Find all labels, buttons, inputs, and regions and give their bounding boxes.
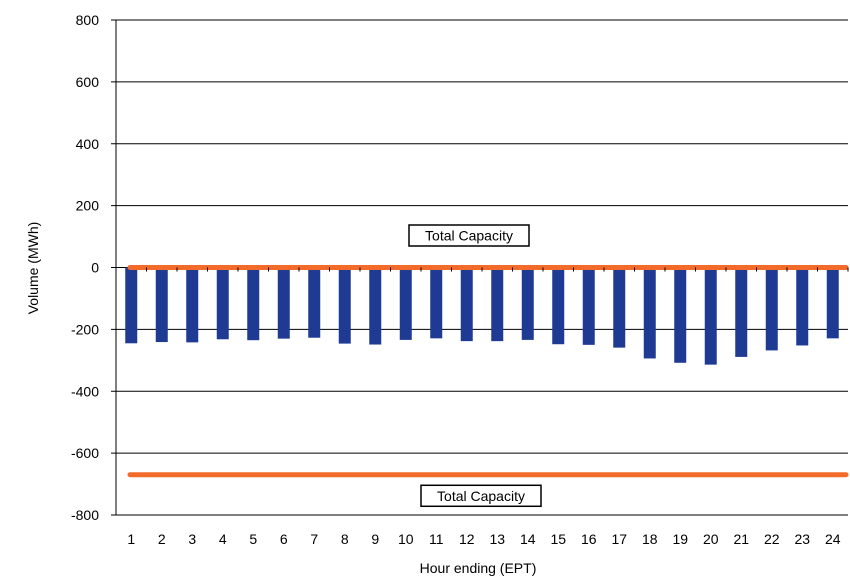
bar <box>125 267 138 344</box>
y-tick-label: -400 <box>71 383 99 399</box>
x-tick-label: 20 <box>703 531 719 547</box>
bar <box>826 267 839 339</box>
x-tick-label: 17 <box>611 531 627 547</box>
x-tick-label: 5 <box>249 531 257 547</box>
x-tick-label: 3 <box>188 531 196 547</box>
x-tick-label: 12 <box>459 531 475 547</box>
bar <box>674 267 687 363</box>
x-tick-label: 10 <box>398 531 414 547</box>
total-capacity-label-box <box>408 224 530 247</box>
x-tick-label: 9 <box>371 531 379 547</box>
total-capacity-label: Total Capacity <box>437 488 525 504</box>
x-tick-label: 1 <box>127 531 135 547</box>
y-tick-label: -600 <box>71 445 99 461</box>
x-tick-label: 22 <box>764 531 780 547</box>
bar <box>399 267 412 340</box>
x-tick-label: 15 <box>550 531 566 547</box>
x-tick-label: 21 <box>733 531 749 547</box>
bar <box>643 267 656 359</box>
x-tick-labels: 1 2 3 4 5 6 7 8 9 10 11 12 13 14 15 16 17 18 19 20 21 22 23 24 <box>127 531 840 547</box>
y-tick-label: 0 <box>91 260 99 276</box>
bar <box>155 267 168 343</box>
bar <box>430 267 443 339</box>
bar <box>491 267 504 342</box>
y-tick-labels: 800 600 400 200 0 -200 -400 -600 -800 <box>71 12 99 523</box>
y-tick-label: 800 <box>76 12 100 28</box>
x-axis-title: Hour ending (EPT) <box>420 560 537 576</box>
bar <box>704 267 717 365</box>
bar <box>552 267 565 345</box>
x-tick-label: 8 <box>341 531 349 547</box>
x-tick-label: 11 <box>429 531 444 547</box>
bar <box>521 267 534 340</box>
total-capacity-label-box <box>420 484 542 508</box>
bar <box>216 267 229 340</box>
x-tick-label: 19 <box>672 531 688 547</box>
y-tick-label: 400 <box>76 136 100 152</box>
bar <box>247 267 260 341</box>
y-tick-label: 600 <box>76 74 100 90</box>
axes <box>111 19 849 516</box>
bar <box>277 267 290 339</box>
x-tick-label: 24 <box>825 531 841 547</box>
bars <box>125 267 839 365</box>
x-tick-label: 4 <box>219 531 227 547</box>
total-capacity-label: Total Capacity <box>425 228 513 244</box>
x-tick-label: 14 <box>520 531 536 547</box>
bar <box>582 267 595 345</box>
y-tick-label: 200 <box>76 198 100 214</box>
bar <box>338 267 351 344</box>
x-tick-label: 23 <box>794 531 810 547</box>
y-axis-title: Volume (MWh) <box>25 222 41 315</box>
reference-lines: Total Capacity Total Capacity <box>127 224 849 508</box>
y-tick-label: -200 <box>71 321 99 337</box>
bar <box>460 267 473 342</box>
bar <box>308 267 321 338</box>
bar <box>796 267 809 346</box>
bar <box>613 267 626 348</box>
y-tick-label: -800 <box>71 507 99 523</box>
x-tick-label: 18 <box>642 531 658 547</box>
bar <box>369 267 382 345</box>
x-tick-label: 7 <box>310 531 318 547</box>
x-tick-label: 13 <box>489 531 505 547</box>
x-tick-label: 6 <box>280 531 288 547</box>
x-tick-label: 2 <box>158 531 166 547</box>
bar <box>186 267 199 343</box>
bar <box>765 267 778 351</box>
x-tick-label: 16 <box>581 531 597 547</box>
bar <box>735 267 748 357</box>
